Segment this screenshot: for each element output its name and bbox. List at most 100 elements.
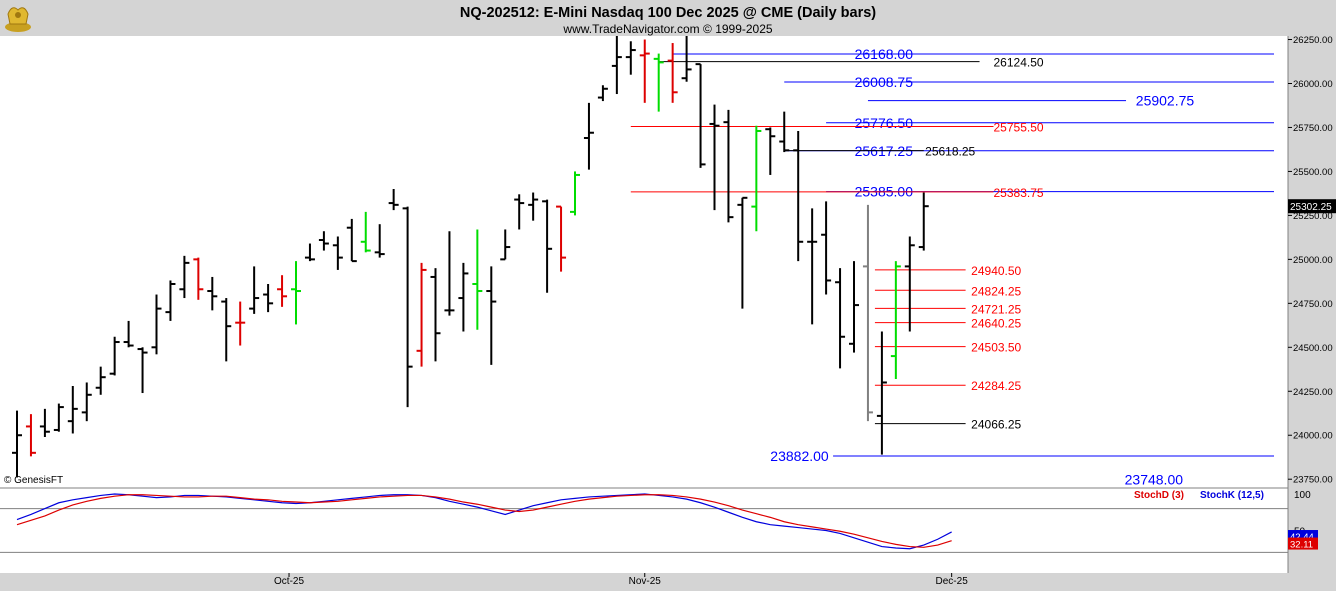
ohlc-bar <box>95 366 106 395</box>
stoch-d-badge <box>1288 537 1318 550</box>
level-label-24640.25: 24640.25 <box>971 317 1021 331</box>
level-label-24721.25: 24721.25 <box>971 302 1021 316</box>
price-tick-label: 26250.00 <box>1293 35 1333 46</box>
level-label-24940.50: 24940.50 <box>971 264 1021 278</box>
ohlc-bar <box>81 382 92 422</box>
ohlc-bar <box>263 283 274 313</box>
price-tick-label: 25000.00 <box>1293 255 1333 266</box>
ohlc-bar <box>653 53 664 112</box>
ohlc-bar <box>528 192 539 221</box>
stoch-d-value: 32.11 <box>1290 540 1313 551</box>
stoch-line-d <box>16 494 952 548</box>
level-label-25902.75: 25902.75 <box>1136 93 1195 109</box>
ohlc-bar <box>444 231 455 316</box>
ohlc-bar <box>416 262 427 367</box>
ohlc-bar <box>751 125 762 232</box>
ohlc-bar <box>904 236 915 332</box>
price-tick-label: 26000.00 <box>1293 79 1333 90</box>
level-label-23748.00: 23748.00 <box>1125 472 1184 488</box>
ohlc-bar <box>12 410 22 478</box>
ohlc-bar <box>207 276 218 311</box>
ohlc-bar <box>500 229 511 261</box>
ohlc-bar <box>346 218 357 263</box>
last-price-badge <box>1288 199 1336 214</box>
ohlc-bar <box>835 268 846 369</box>
ohlc-bar <box>639 39 650 103</box>
chart-title: NQ-202512: E-Mini Nasdaq 100 Dec 2025 @ … <box>460 5 876 21</box>
level-label-25776.50: 25776.50 <box>855 115 914 131</box>
ohlc-bar <box>890 261 901 379</box>
ohlc-bar <box>458 262 469 332</box>
ohlc-bar <box>179 255 190 299</box>
ohlc-bar <box>597 85 608 102</box>
level-label-25755.50: 25755.50 <box>994 120 1044 134</box>
level-label-26124.50: 26124.50 <box>994 56 1044 70</box>
stoch-tick-label: 100 <box>1294 490 1311 501</box>
ohlc-bar <box>793 130 804 262</box>
price-tick-label: 24500.00 <box>1293 343 1333 354</box>
level-label-25383.75: 25383.75 <box>994 186 1044 200</box>
ohlc-bar <box>723 109 734 223</box>
ohlc-bar <box>862 204 873 422</box>
date-label: Oct-25 <box>274 576 304 587</box>
genesis-watermark: © GenesisFT <box>4 475 63 486</box>
last-price-label: 25302.25 <box>1290 202 1332 213</box>
ohlc-bar <box>849 261 859 353</box>
ohlc-bar <box>193 257 204 300</box>
bull-logo-icon <box>5 7 31 32</box>
ohlc-bar <box>486 266 497 365</box>
price-levels: 26168.00 26124.50 26008.75 25902.75 25776.50… <box>630 46 1274 488</box>
ohlc-bar <box>625 41 636 75</box>
ohlc-bar <box>807 208 818 325</box>
stoch-legend-d: StochD (3) <box>1134 490 1184 501</box>
ohlc-bar <box>737 196 748 309</box>
ohlc-bar <box>681 36 692 82</box>
level-label-26008.75: 26008.75 <box>855 74 914 90</box>
ohlc-bar <box>221 298 232 362</box>
ohlc-bar <box>402 206 413 408</box>
ohlc-bar <box>918 192 929 251</box>
ohlc-bar <box>109 336 120 376</box>
ohlc-bar <box>667 43 678 103</box>
ohlc-bar <box>388 189 399 211</box>
price-axis-ticks: 23750.00 24000.00 24250.00 24500.00 24750.00… <box>1288 35 1336 486</box>
level-label-24066.25: 24066.25 <box>971 418 1021 432</box>
ohlc-bar <box>249 266 260 314</box>
price-tick-label: 23750.00 <box>1293 475 1333 486</box>
ohlc-bar <box>765 127 776 175</box>
ohlc-bar <box>695 63 706 168</box>
ohlc-bar <box>67 385 78 434</box>
price-tick-label: 24250.00 <box>1293 387 1333 398</box>
price-tick-label: 24750.00 <box>1293 299 1333 310</box>
ohlc-bar <box>151 294 162 355</box>
date-axis-panel <box>0 573 1288 591</box>
ohlc-bar <box>583 102 594 170</box>
ohlc-bar <box>235 301 246 346</box>
ohlc-bar <box>542 199 553 293</box>
level-label-24284.25: 24284.25 <box>971 379 1021 393</box>
ohlc-bar <box>821 201 832 295</box>
level-label-24824.25: 24824.25 <box>971 284 1021 298</box>
price-tick-label: 25500.00 <box>1293 167 1333 178</box>
price-tick-label: 25750.00 <box>1293 123 1333 134</box>
stoch-k-value: 42.44 <box>1290 532 1314 543</box>
ohlc-bar <box>291 261 301 325</box>
ohlc-bar <box>304 243 315 262</box>
ohlc-bar <box>332 236 343 270</box>
header-bar <box>0 0 1336 36</box>
level-label-24503.50: 24503.50 <box>971 341 1021 355</box>
price-tick-label: 24000.00 <box>1293 431 1333 442</box>
date-label: Dec-25 <box>936 576 969 587</box>
ohlc-bar <box>277 275 288 307</box>
ohlc-bar <box>25 414 36 457</box>
level-label-25618.25: 25618.25 <box>925 145 975 159</box>
ohlc-bar <box>374 224 385 258</box>
stoch-legend-k: StochK (12,5) <box>1200 490 1264 501</box>
ohlc-bar <box>53 403 64 432</box>
price-axis-panel <box>1288 36 1336 591</box>
ohlc-bar <box>123 320 134 348</box>
ohlc-bar <box>876 331 887 455</box>
ohlc-bar <box>39 408 50 437</box>
